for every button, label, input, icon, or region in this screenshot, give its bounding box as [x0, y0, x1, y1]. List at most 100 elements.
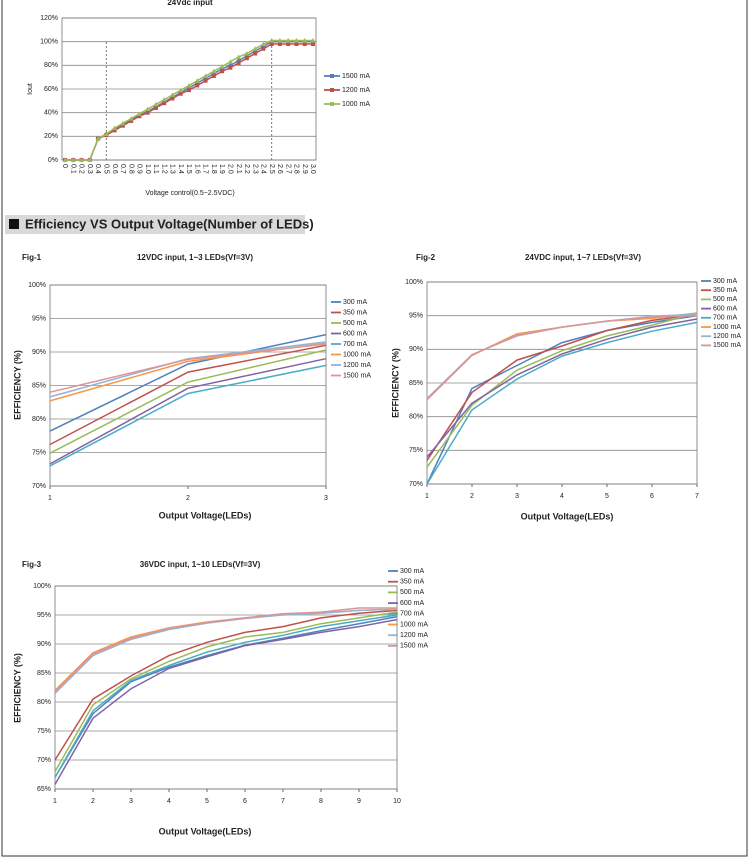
x-tick-label: 0.4 — [94, 164, 101, 174]
point-marker — [261, 46, 266, 51]
x-tick-label: 1 — [53, 798, 57, 805]
y-tick-label: 100% — [405, 279, 423, 286]
legend-label: 350 mA — [343, 309, 367, 316]
legend-label: 600 mA — [343, 330, 367, 337]
legend-label: 1500 mA — [713, 342, 741, 349]
x-tick-label: 6 — [243, 798, 247, 805]
x-tick-label: 1.2 — [160, 164, 167, 174]
legend-label: 500 mA — [713, 296, 737, 303]
series-line — [49, 333, 327, 432]
plot-frame — [426, 281, 698, 485]
point-marker — [219, 64, 225, 69]
x-tick-label: 5 — [205, 798, 209, 805]
x-tick-label: 1.3 — [169, 164, 176, 174]
point-marker — [153, 101, 159, 107]
x-tick-label: 2 — [91, 798, 95, 805]
series-line — [49, 343, 327, 393]
y-tick-label: 60% — [44, 86, 58, 93]
point-marker — [211, 73, 216, 78]
y-tick-label: 90% — [32, 349, 46, 356]
point-marker — [286, 42, 291, 47]
y-tick-label: 80% — [37, 699, 51, 706]
point-marker — [228, 65, 233, 70]
series-line — [54, 611, 398, 772]
point-marker — [269, 37, 275, 43]
point-marker — [220, 69, 225, 74]
y-tick-label: 40% — [44, 110, 58, 117]
y-tick-label: 100% — [33, 583, 51, 590]
point-marker — [161, 97, 167, 102]
series-line — [54, 609, 398, 761]
legend-label: 1000 mA — [342, 101, 370, 108]
legend-label: 700 mA — [343, 341, 367, 348]
point-marker — [277, 42, 282, 47]
point-marker — [87, 157, 93, 162]
y-tick-label: 85% — [32, 382, 46, 389]
x-tick-label: 4 — [167, 798, 171, 805]
point-marker — [203, 78, 208, 83]
legend-label: 300 mA — [713, 278, 737, 285]
x-tick-label: 7 — [695, 493, 699, 500]
section-bullet — [9, 219, 19, 229]
series-line — [49, 349, 327, 454]
x-tick-label: 1.1 — [152, 164, 159, 174]
chart-title: 36VDC input, 1~10 LEDs(Vf=3V) — [140, 560, 261, 569]
x-tick-label: 2.8 — [293, 164, 300, 174]
legend-label: 600 mA — [713, 305, 737, 312]
x-tick-label: 1.8 — [210, 164, 217, 174]
point-marker — [178, 91, 183, 96]
x-tick-label: 3.0 — [309, 164, 316, 174]
y-tick-label: 80% — [32, 416, 46, 423]
y-tick-label: 80% — [409, 414, 423, 421]
figure-label: Fig-2 — [416, 253, 436, 262]
chart-title: 24Vdc input — [167, 0, 213, 7]
point-marker — [285, 37, 291, 43]
point-marker — [310, 37, 316, 43]
x-tick-label: 1.6 — [193, 164, 200, 174]
legend-label: 350 mA — [400, 579, 424, 586]
y-tick-label: 70% — [32, 483, 46, 490]
point-marker — [227, 59, 233, 64]
point-marker — [194, 78, 200, 83]
point-marker — [136, 111, 142, 116]
legend-label: 350 mA — [713, 287, 737, 294]
x-tick-label: 9 — [357, 798, 361, 805]
y-tick-label: 80% — [44, 62, 58, 69]
series-line — [49, 344, 327, 446]
x-tick-label: 0.1 — [69, 164, 76, 174]
x-tick-label: 3 — [129, 798, 133, 805]
point-marker — [169, 92, 175, 97]
point-marker — [170, 96, 175, 101]
y-tick-label: 75% — [409, 447, 423, 454]
point-marker — [186, 82, 192, 88]
point-marker — [244, 51, 250, 56]
figure-label: Fig-1 — [22, 253, 42, 262]
section-title: Efficiency VS Output Voltage(Number of L… — [25, 216, 314, 231]
y-tick-label: 120% — [40, 15, 58, 22]
series-line — [54, 615, 398, 778]
point-marker — [302, 37, 308, 43]
x-tick-label: 0.2 — [78, 164, 85, 174]
x-tick-label: 5 — [605, 493, 609, 500]
plot-frame — [61, 17, 317, 161]
x-tick-label: 0.7 — [119, 164, 126, 174]
x-tick-label: 2.5 — [268, 164, 275, 174]
point-marker — [178, 87, 184, 93]
point-marker — [70, 157, 76, 162]
series-line — [54, 618, 398, 785]
point-marker — [260, 41, 266, 47]
y-tick-label: 70% — [37, 757, 51, 764]
x-tick-label: 1 — [48, 495, 52, 502]
legend-label: 1200 mA — [343, 362, 371, 369]
legend-label: 1000 mA — [713, 324, 741, 331]
x-tick-label: 0 — [61, 164, 68, 168]
point-marker — [95, 136, 101, 141]
point-marker — [311, 42, 315, 47]
legend-label: 1200 mA — [713, 333, 741, 340]
y-tick-label: 100% — [40, 39, 58, 46]
series-line — [65, 39, 313, 161]
point-marker — [120, 123, 125, 128]
x-tick-label: 2.9 — [301, 164, 308, 174]
y-tick-label: 95% — [32, 315, 46, 322]
